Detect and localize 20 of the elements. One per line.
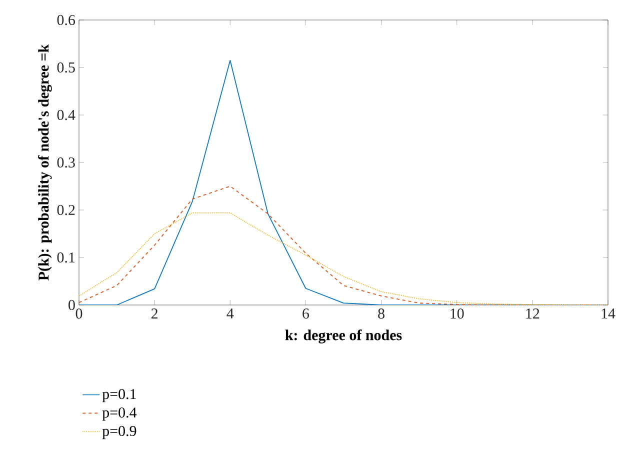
- y-axis-title: P(k): probability of node's degree =k: [38, 44, 52, 280]
- legend-label: p=0.1: [102, 388, 136, 402]
- x-tick-label: 6: [302, 308, 310, 319]
- y-tick-label: 0.1: [57, 252, 75, 263]
- x-axis-title: k: degree of nodes: [285, 330, 402, 344]
- y-tick-label: 0.4: [57, 110, 76, 120]
- x-tick-label: 12: [526, 308, 540, 318]
- x-tick-label: 10: [450, 308, 464, 319]
- x-tick-label: 14: [602, 308, 616, 318]
- x-tick-label: 2: [151, 308, 158, 318]
- x-tick-label: 8: [378, 308, 384, 319]
- legend-label: p=0.4: [102, 407, 137, 421]
- y-tick-label: 0.3: [57, 157, 75, 168]
- y-tick-label: 0.5: [57, 62, 75, 73]
- x-tick-label: 4: [226, 308, 234, 318]
- legend-label: p=0.9: [102, 426, 136, 440]
- y-tick-label: 0.6: [57, 14, 76, 26]
- x-tick-label: 0: [76, 308, 82, 319]
- y-tick-label: 0: [68, 300, 75, 310]
- y-tick-label: 0.2: [57, 204, 75, 216]
